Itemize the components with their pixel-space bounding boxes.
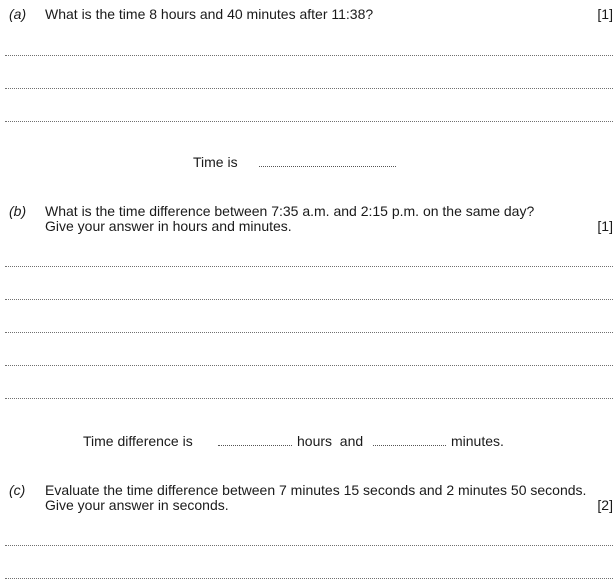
question-c-text-line-1: Evaluate the time difference between 7 m… [45,482,587,498]
answer-b-minutes-blank[interactable] [373,445,446,446]
question-a-label: (a) [9,6,27,22]
working-line [5,88,613,89]
working-line [5,55,613,56]
question-a-marks: [1] [597,6,613,22]
question-b-label: (b) [9,203,27,219]
answer-b-label: Time difference is [83,433,193,449]
question-a-text: What is the time 8 hours and 40 minutes … [45,6,374,22]
working-line [5,578,613,579]
answer-b-hours-label: hours and [297,433,364,449]
working-line [5,332,613,333]
question-c-marks: [2] [597,497,613,513]
question-c-text-line-2: Give your answer in seconds. [45,497,229,513]
working-line [5,266,613,267]
answer-a-label: Time is [193,154,238,170]
question-c-label: (c) [9,482,26,498]
working-line [5,365,613,366]
question-b-text-line-1: What is the time difference between 7:35… [45,203,535,219]
answer-b-minutes-label: minutes. [451,433,504,449]
answer-a-blank[interactable] [259,166,396,167]
working-line [5,545,613,546]
working-line [5,121,613,122]
question-b-text-line-2: Give your answer in hours and minutes. [45,218,292,234]
working-line [5,299,613,300]
working-line [5,398,613,399]
answer-b-hours-blank[interactable] [218,445,292,446]
question-b-marks: [1] [597,218,613,234]
